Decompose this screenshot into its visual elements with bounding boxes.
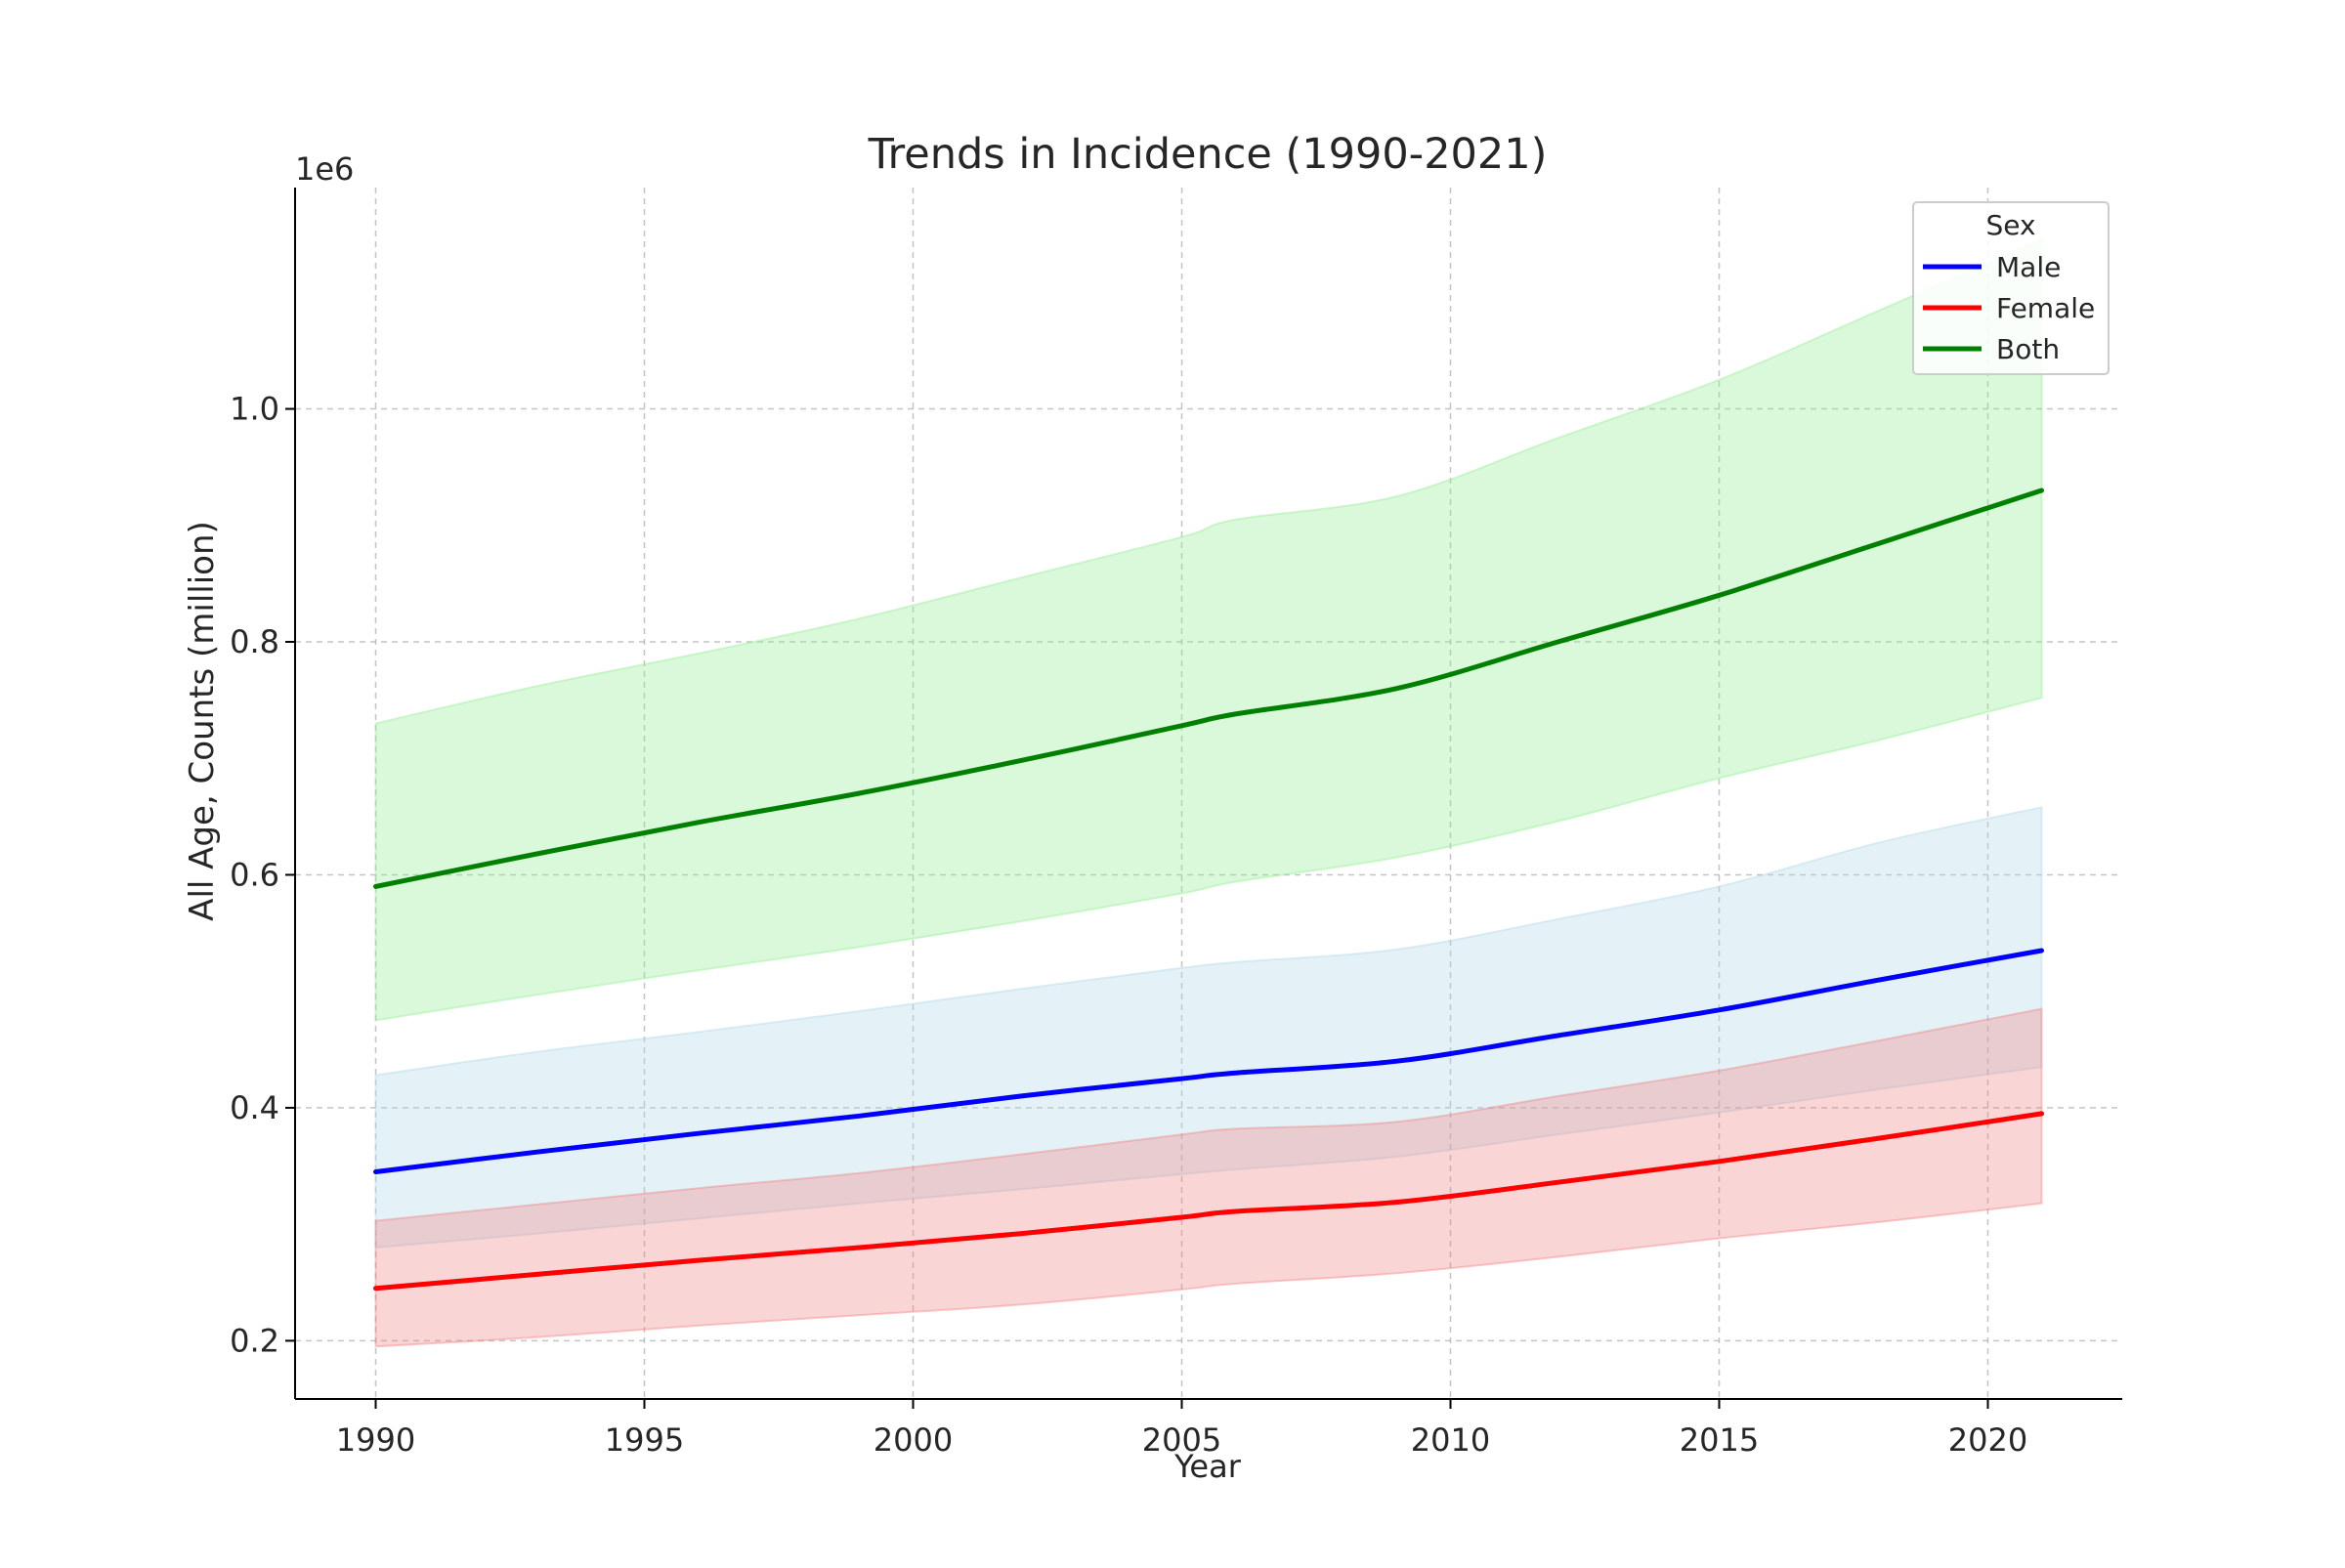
x-tick-label: 1990 (336, 1421, 415, 1459)
y-axis-label: All Age, Counts (million) (183, 521, 222, 921)
y-tick-label: 1.0 (230, 391, 279, 428)
band-female (374, 1007, 2043, 1348)
chart-title: Trends in Incidence (1990-2021) (868, 130, 1548, 179)
y-axis-offset-label: 1e6 (295, 150, 354, 188)
x-tick-label: 2015 (1680, 1421, 1759, 1459)
x-tick-label: 2000 (874, 1421, 953, 1459)
x-tick-label: 1995 (605, 1421, 684, 1459)
ticks: 1990 1995 2000 2005 2010 2015 2020 0.2 0.4 0.6 0.8… (230, 391, 2027, 1459)
series-lines (373, 487, 2044, 1292)
axes (294, 188, 2122, 1400)
legend-title: Sex (1985, 209, 2035, 241)
grid (295, 188, 2122, 1399)
x-tick-label: 2005 (1142, 1421, 1221, 1459)
y-tick-label: 0.8 (230, 623, 279, 660)
y-tick-label: 0.4 (230, 1089, 279, 1126)
series-line-female (373, 1111, 2044, 1292)
x-tick-label: 2010 (1411, 1421, 1490, 1459)
series-line-male (373, 948, 2044, 1174)
x-tick-label: 2020 (1948, 1421, 2027, 1459)
x-axis-label: Year (1173, 1448, 1242, 1485)
y-tick-label: 0.2 (230, 1322, 279, 1359)
legend-box (1912, 201, 2110, 375)
legend-label-male: Male (1996, 251, 2061, 283)
band-male (374, 806, 2043, 1250)
confidence-bands (374, 238, 2043, 1348)
legend-label-female: Female (1996, 292, 2095, 324)
legend-label-both: Both (1996, 333, 2060, 365)
legend-entries: Male Female Both (1923, 251, 2095, 365)
series-line-both (373, 487, 2044, 889)
legend: Sex Male Female Both (1912, 201, 2110, 375)
y-tick-label: 0.6 (230, 856, 279, 893)
